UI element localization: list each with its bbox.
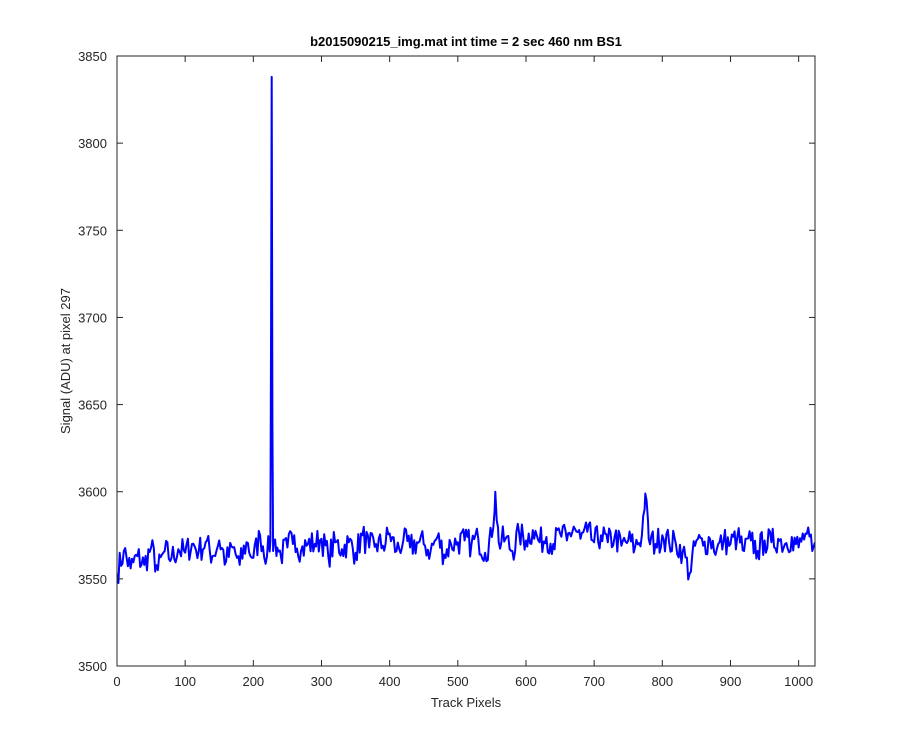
x-tick-label: 400 [379, 674, 401, 689]
y-tick-label: 3500 [78, 659, 107, 674]
axes-box [116, 55, 816, 667]
x-tick-label: 800 [651, 674, 673, 689]
y-tick-label: 3800 [78, 136, 107, 151]
y-axis-title: Signal (ADU) at pixel 297 [58, 288, 73, 434]
y-tick-label: 3650 [78, 398, 107, 413]
x-axis-ticks: 0 100 200 300 400 500 600 700 800 900 1000 [113, 56, 813, 689]
x-tick-label: 700 [583, 674, 605, 689]
x-tick-label: 100 [174, 674, 196, 689]
y-tick-label: 3550 [78, 572, 107, 587]
x-tick-label: 1000 [784, 674, 813, 689]
y-tick-label: 3700 [78, 310, 107, 325]
x-tick-label: 500 [447, 674, 469, 689]
series-layer [117, 75, 815, 584]
x-tick-label: 0 [113, 674, 120, 689]
y-tick-label: 3600 [78, 485, 107, 500]
x-tick-label: 900 [720, 674, 742, 689]
y-axis-ticks: 3500 3550 3600 3650 3700 3750 3800 3850 [78, 49, 815, 674]
chart-title: b2015090215_img.mat int time = 2 sec 460… [310, 34, 622, 49]
x-tick-label: 200 [242, 674, 264, 689]
plot-area [117, 56, 815, 666]
series-line-0 [117, 75, 815, 584]
x-tick-label: 300 [311, 674, 333, 689]
y-tick-label: 3750 [78, 223, 107, 238]
x-tick-label: 600 [515, 674, 537, 689]
x-axis-title: Track Pixels [431, 695, 502, 710]
y-tick-label: 3850 [78, 49, 107, 64]
